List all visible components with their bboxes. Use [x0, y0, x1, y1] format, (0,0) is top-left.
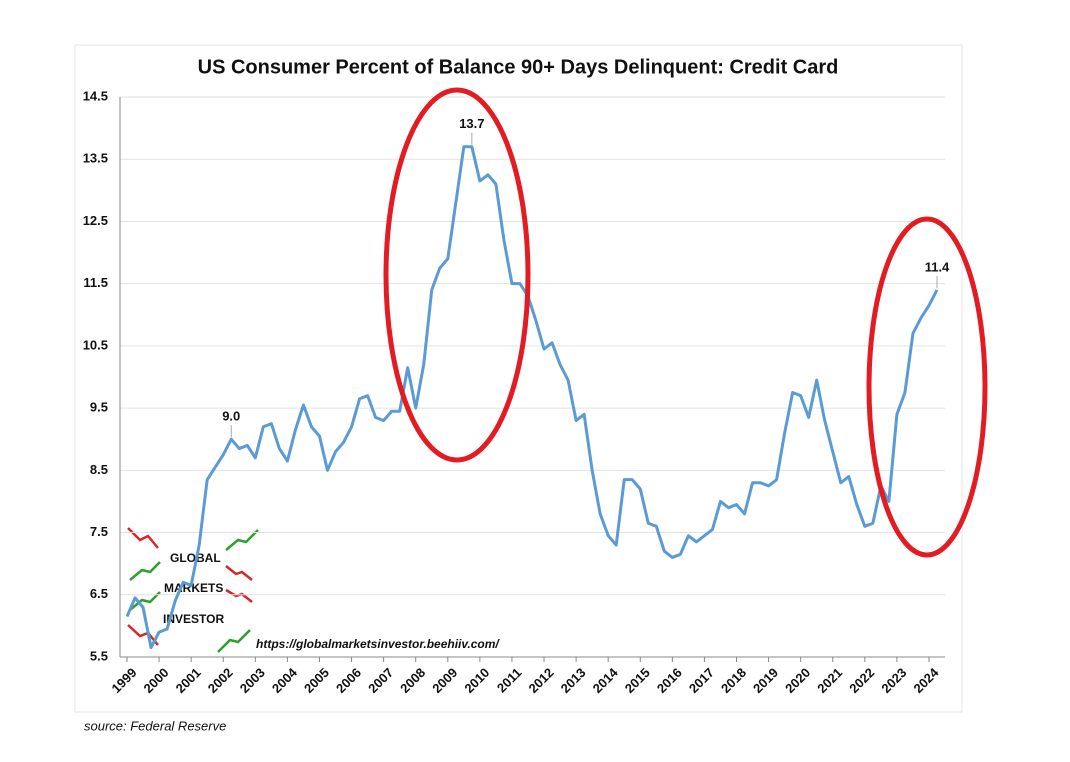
y-tick-label: 6.5 [90, 586, 108, 601]
y-tick-label: 7.5 [90, 524, 108, 539]
y-tick-label: 8.5 [90, 462, 108, 477]
line [125, 145, 939, 650]
highlight-ellipse [383, 87, 531, 463]
annotation: 9.0 [222, 409, 240, 424]
y-tick-label: 11.5 [83, 275, 108, 290]
watermark: INVESTOR [163, 612, 224, 626]
chart-title: US Consumer Percent of Balance 90+ Days … [198, 56, 839, 78]
y-tick-label: 13.5 [83, 151, 108, 166]
y-tick-label: 10.5 [83, 337, 108, 352]
y-tick-label: 9.5 [90, 400, 108, 415]
url: https://globalmarketsinvestor.beehiiv.co… [256, 637, 500, 651]
highlight-ellipse [866, 216, 988, 558]
annotation: 11.4 [925, 259, 950, 274]
y-tick-label: 14.5 [83, 88, 108, 103]
y-tick-label: 5.5 [90, 648, 108, 663]
source: source: Federal Reserve [84, 718, 226, 733]
watermark: MARKETS [164, 581, 223, 595]
y-tick-label: 12.5 [83, 213, 108, 228]
annotation: 13.7 [459, 116, 484, 131]
